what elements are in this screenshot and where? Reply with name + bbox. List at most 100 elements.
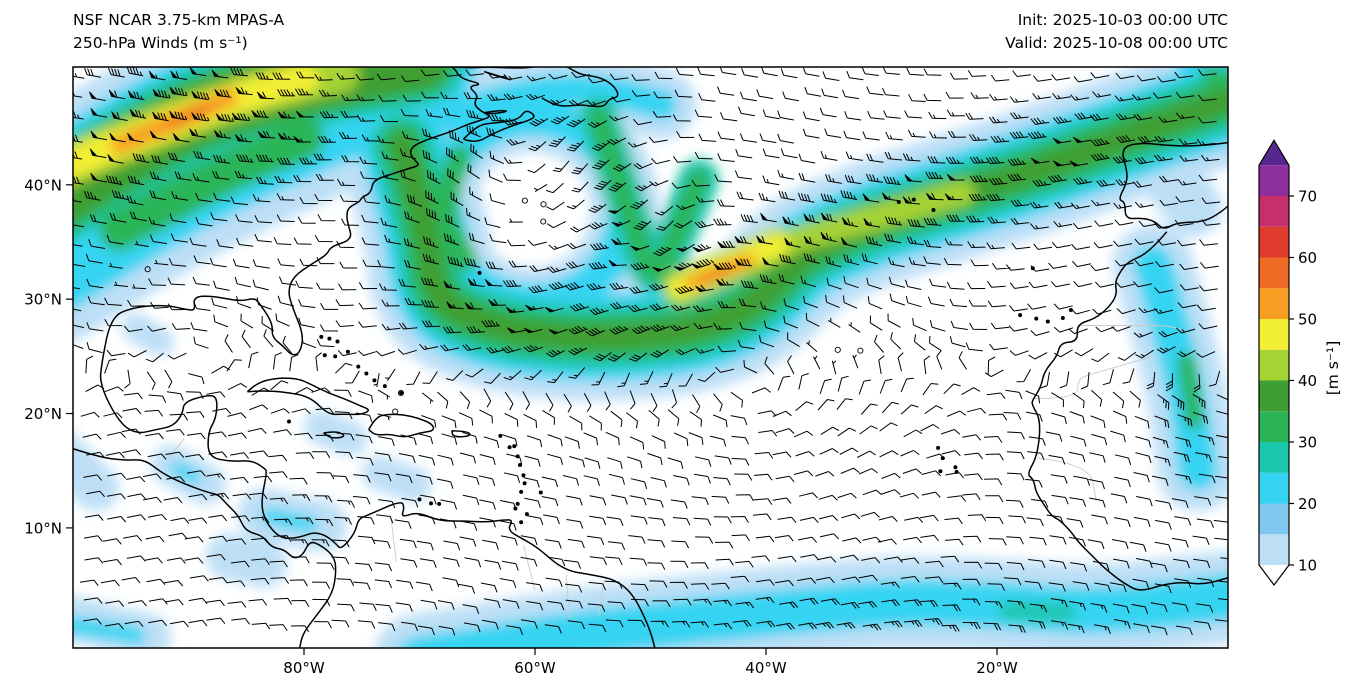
island-dot xyxy=(356,364,361,369)
contour-band xyxy=(764,180,976,258)
island-dot xyxy=(507,445,512,450)
colorbar-tick-label: 50 xyxy=(1298,311,1317,329)
island-dot xyxy=(345,349,350,354)
colorbar-units-label: [m s⁻¹] xyxy=(1324,341,1342,396)
country-border-path xyxy=(1077,325,1206,351)
init-time: Init: 2025-10-03 00:00 UTC xyxy=(1018,11,1228,29)
colorbar-tick-label: 60 xyxy=(1298,249,1317,267)
colorbar: 10 20 30 40 50 60 70 xyxy=(1258,139,1317,586)
island-dot xyxy=(437,501,442,506)
colorbar-segment xyxy=(1259,380,1289,412)
island-dot xyxy=(399,390,404,395)
island-dot xyxy=(372,378,377,383)
island-dot xyxy=(1018,313,1023,318)
country-border-path xyxy=(390,515,397,563)
contour-band xyxy=(361,455,432,502)
colorbar-segment xyxy=(1259,319,1289,350)
island-dot xyxy=(335,339,340,344)
island-dot xyxy=(911,197,916,202)
lat-tick-label: 30°N xyxy=(24,291,62,309)
coastline-path xyxy=(104,67,490,356)
country-border-path xyxy=(1037,457,1097,501)
map-frame xyxy=(72,66,1229,649)
colorbar-segment xyxy=(1259,288,1289,319)
lat-tick-label: 40°N xyxy=(24,176,62,194)
coastline-path xyxy=(451,429,471,438)
contour-band xyxy=(999,601,1076,622)
island-dot xyxy=(322,353,327,358)
island-dot xyxy=(477,270,482,275)
contour-band xyxy=(73,432,120,511)
contour-band xyxy=(98,118,325,251)
colorbar-segment xyxy=(1259,503,1289,535)
coastline-path xyxy=(99,344,656,648)
island-dot xyxy=(515,501,520,506)
contour-band xyxy=(303,409,368,457)
country-border-path xyxy=(168,438,185,459)
island-dot xyxy=(512,444,517,449)
colorbar-tick-label: 70 xyxy=(1298,188,1317,206)
colorbar-segment xyxy=(1259,472,1289,504)
wind-barb-staffs xyxy=(73,67,1228,636)
colorbar-segment xyxy=(1259,257,1289,289)
wind-barb-pennants xyxy=(89,67,1083,335)
contour-band xyxy=(166,104,211,129)
colorbar-tick-label: 40 xyxy=(1298,372,1317,390)
wind-barb-layer xyxy=(73,67,1228,636)
lat-tick-label: 20°N xyxy=(24,405,62,423)
island-dot xyxy=(333,354,338,359)
valid-time: Valid: 2025-10-08 00:00 UTC xyxy=(1005,34,1228,52)
contour-band xyxy=(435,144,478,271)
island-dot xyxy=(524,512,529,517)
island-dot xyxy=(327,336,332,341)
lon-tick-label: 20°W xyxy=(976,659,1018,677)
model-title: NSF NCAR 3.75-km MPAS-A xyxy=(73,11,285,29)
colorbar-segment xyxy=(1259,196,1289,227)
contour-band xyxy=(169,461,202,485)
lon-tick-label: 60°W xyxy=(514,659,556,677)
coastline-path xyxy=(73,447,337,648)
lon-tick-label: 80°W xyxy=(283,659,325,677)
colorbar-segment xyxy=(1259,349,1289,381)
colorbar-segment xyxy=(1259,411,1289,442)
island-dot xyxy=(936,445,941,450)
country-border-path xyxy=(523,544,536,591)
contour-band xyxy=(261,508,318,533)
island-dot xyxy=(429,501,434,506)
island-dot xyxy=(319,334,324,339)
colorbar-segment xyxy=(1259,442,1289,473)
contour-band xyxy=(588,105,710,284)
island-dot xyxy=(519,489,524,494)
contour-band xyxy=(1202,67,1228,100)
map-panel: 80°W 60°W 40°W 20°W 40°N 30°N 20°N 10°N xyxy=(24,66,1229,677)
island-dot xyxy=(1034,316,1039,321)
country-border-path xyxy=(565,574,571,620)
island-dot xyxy=(938,469,943,474)
colorbar-segment xyxy=(1259,534,1289,565)
island-dot xyxy=(521,473,526,478)
coastline-path xyxy=(484,109,507,115)
calm-circles xyxy=(144,197,864,415)
axis-ticks: 80°W 60°W 40°W 20°W 40°N 30°N 20°N 10°N xyxy=(24,176,1018,677)
contour-band xyxy=(73,615,146,645)
island-dot xyxy=(522,481,527,486)
coastline-path xyxy=(246,377,369,416)
colorbar-segment xyxy=(1259,165,1289,196)
coastline-path xyxy=(541,67,619,108)
colorbar-tick-label: 30 xyxy=(1298,434,1317,452)
contour-band xyxy=(205,533,287,588)
lat-tick-label: 10°N xyxy=(24,519,62,537)
island-dot xyxy=(286,419,291,424)
coastline-path xyxy=(368,413,435,438)
coastline-path xyxy=(1119,141,1228,229)
island-dot xyxy=(538,490,543,495)
country-border-layer xyxy=(168,325,1206,620)
contour-band xyxy=(1177,352,1204,429)
island-dot xyxy=(417,497,422,502)
country-border-path xyxy=(1031,374,1090,400)
island-dot xyxy=(498,433,503,438)
island-dot xyxy=(1045,319,1050,324)
island-dot xyxy=(517,463,522,468)
contour-band xyxy=(701,264,733,283)
